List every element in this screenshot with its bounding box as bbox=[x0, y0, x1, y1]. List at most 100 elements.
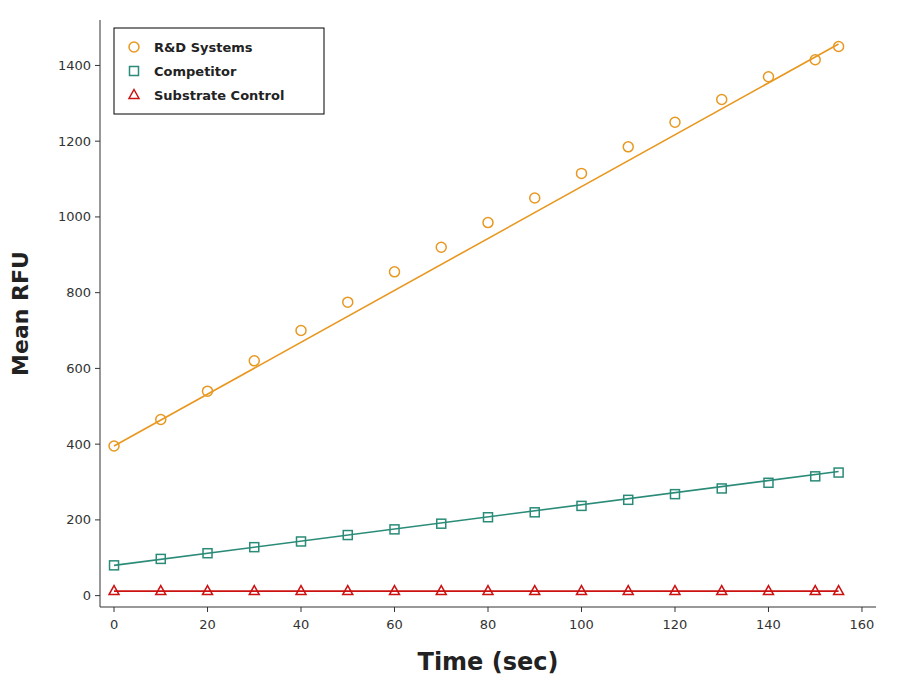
point bbox=[763, 72, 773, 82]
legend-swatch bbox=[129, 42, 139, 52]
x-tick-label: 60 bbox=[386, 617, 403, 632]
point bbox=[483, 218, 493, 228]
point bbox=[203, 386, 213, 396]
chart: 0204060801001201401600200400600800100012… bbox=[0, 0, 901, 692]
y-axis-label: Mean RFU bbox=[8, 251, 33, 376]
point bbox=[296, 326, 306, 336]
x-tick-label: 120 bbox=[663, 617, 688, 632]
legend: R&D Systems Competitor Substrate Control bbox=[114, 28, 324, 114]
y-tick-label: 1000 bbox=[58, 209, 91, 224]
point bbox=[109, 586, 119, 595]
x-tick-label: 140 bbox=[756, 617, 781, 632]
y-axis-line bbox=[100, 20, 101, 607]
legend-box bbox=[114, 28, 324, 114]
point bbox=[834, 586, 844, 595]
fit-line bbox=[114, 590, 839, 592]
plot-area bbox=[109, 42, 844, 595]
point bbox=[249, 586, 259, 595]
y-tick bbox=[95, 444, 100, 445]
point bbox=[810, 55, 820, 65]
background bbox=[0, 0, 901, 692]
y-tick bbox=[95, 368, 100, 369]
point bbox=[530, 586, 540, 595]
point bbox=[437, 519, 446, 528]
point bbox=[623, 142, 633, 152]
point bbox=[436, 242, 446, 252]
y-tick-label: 400 bbox=[66, 437, 91, 452]
axes: 0204060801001201401600200400600800100012… bbox=[58, 20, 876, 632]
point bbox=[203, 586, 213, 595]
point bbox=[249, 356, 259, 366]
point bbox=[763, 586, 773, 595]
point bbox=[156, 554, 165, 563]
y-tick-label: 1200 bbox=[58, 134, 91, 149]
x-tick bbox=[861, 607, 862, 612]
point bbox=[156, 415, 166, 425]
point bbox=[436, 586, 446, 595]
point bbox=[717, 484, 726, 493]
fit-line bbox=[114, 471, 839, 565]
x-tick-label: 20 bbox=[199, 617, 216, 632]
point bbox=[203, 549, 212, 558]
point bbox=[764, 478, 773, 487]
point bbox=[670, 117, 680, 127]
point bbox=[623, 586, 633, 595]
point bbox=[250, 543, 259, 552]
x-tick bbox=[768, 607, 769, 612]
point bbox=[483, 586, 493, 595]
y-tick bbox=[95, 292, 100, 293]
point bbox=[670, 490, 679, 499]
point bbox=[343, 297, 353, 307]
point bbox=[810, 586, 820, 595]
y-tick-label: 1400 bbox=[58, 58, 91, 73]
point bbox=[624, 495, 633, 504]
x-tick-label: 100 bbox=[569, 617, 594, 632]
point bbox=[577, 501, 586, 510]
point bbox=[343, 586, 353, 595]
y-tick-label: 0 bbox=[83, 588, 91, 603]
x-axis-label: Time (sec) bbox=[418, 648, 559, 676]
point bbox=[296, 586, 306, 595]
point bbox=[576, 168, 586, 178]
y-tick-label: 600 bbox=[66, 361, 91, 376]
y-tick bbox=[95, 141, 100, 142]
legend-label: Competitor bbox=[154, 64, 237, 79]
point bbox=[811, 472, 820, 481]
point bbox=[670, 586, 680, 595]
legend-label: Substrate Control bbox=[154, 88, 284, 103]
point bbox=[390, 267, 400, 277]
point bbox=[576, 586, 586, 595]
x-tick bbox=[581, 607, 582, 612]
legend-label: R&D Systems bbox=[154, 40, 253, 55]
point bbox=[110, 561, 119, 570]
x-tick bbox=[674, 607, 675, 612]
point bbox=[109, 441, 119, 451]
y-tick bbox=[95, 519, 100, 520]
point bbox=[297, 537, 306, 546]
point bbox=[156, 586, 166, 595]
point bbox=[390, 586, 400, 595]
point bbox=[834, 42, 844, 52]
x-tick-label: 40 bbox=[293, 617, 310, 632]
point bbox=[530, 193, 540, 203]
y-tick bbox=[95, 65, 100, 66]
x-tick bbox=[488, 607, 489, 612]
point bbox=[717, 586, 727, 595]
point bbox=[390, 525, 399, 534]
point bbox=[343, 531, 352, 540]
x-tick bbox=[114, 607, 115, 612]
x-tick-label: 80 bbox=[480, 617, 497, 632]
y-tick-label: 800 bbox=[66, 285, 91, 300]
point bbox=[717, 95, 727, 105]
y-tick bbox=[95, 595, 100, 596]
x-tick bbox=[394, 607, 395, 612]
point bbox=[530, 508, 539, 517]
y-tick-label: 200 bbox=[66, 512, 91, 527]
x-tick bbox=[301, 607, 302, 612]
legend-swatch bbox=[130, 67, 139, 76]
legend-swatch bbox=[129, 90, 139, 99]
point bbox=[484, 513, 493, 522]
point bbox=[834, 468, 843, 477]
x-tick-label: 160 bbox=[850, 617, 875, 632]
y-tick bbox=[95, 216, 100, 217]
